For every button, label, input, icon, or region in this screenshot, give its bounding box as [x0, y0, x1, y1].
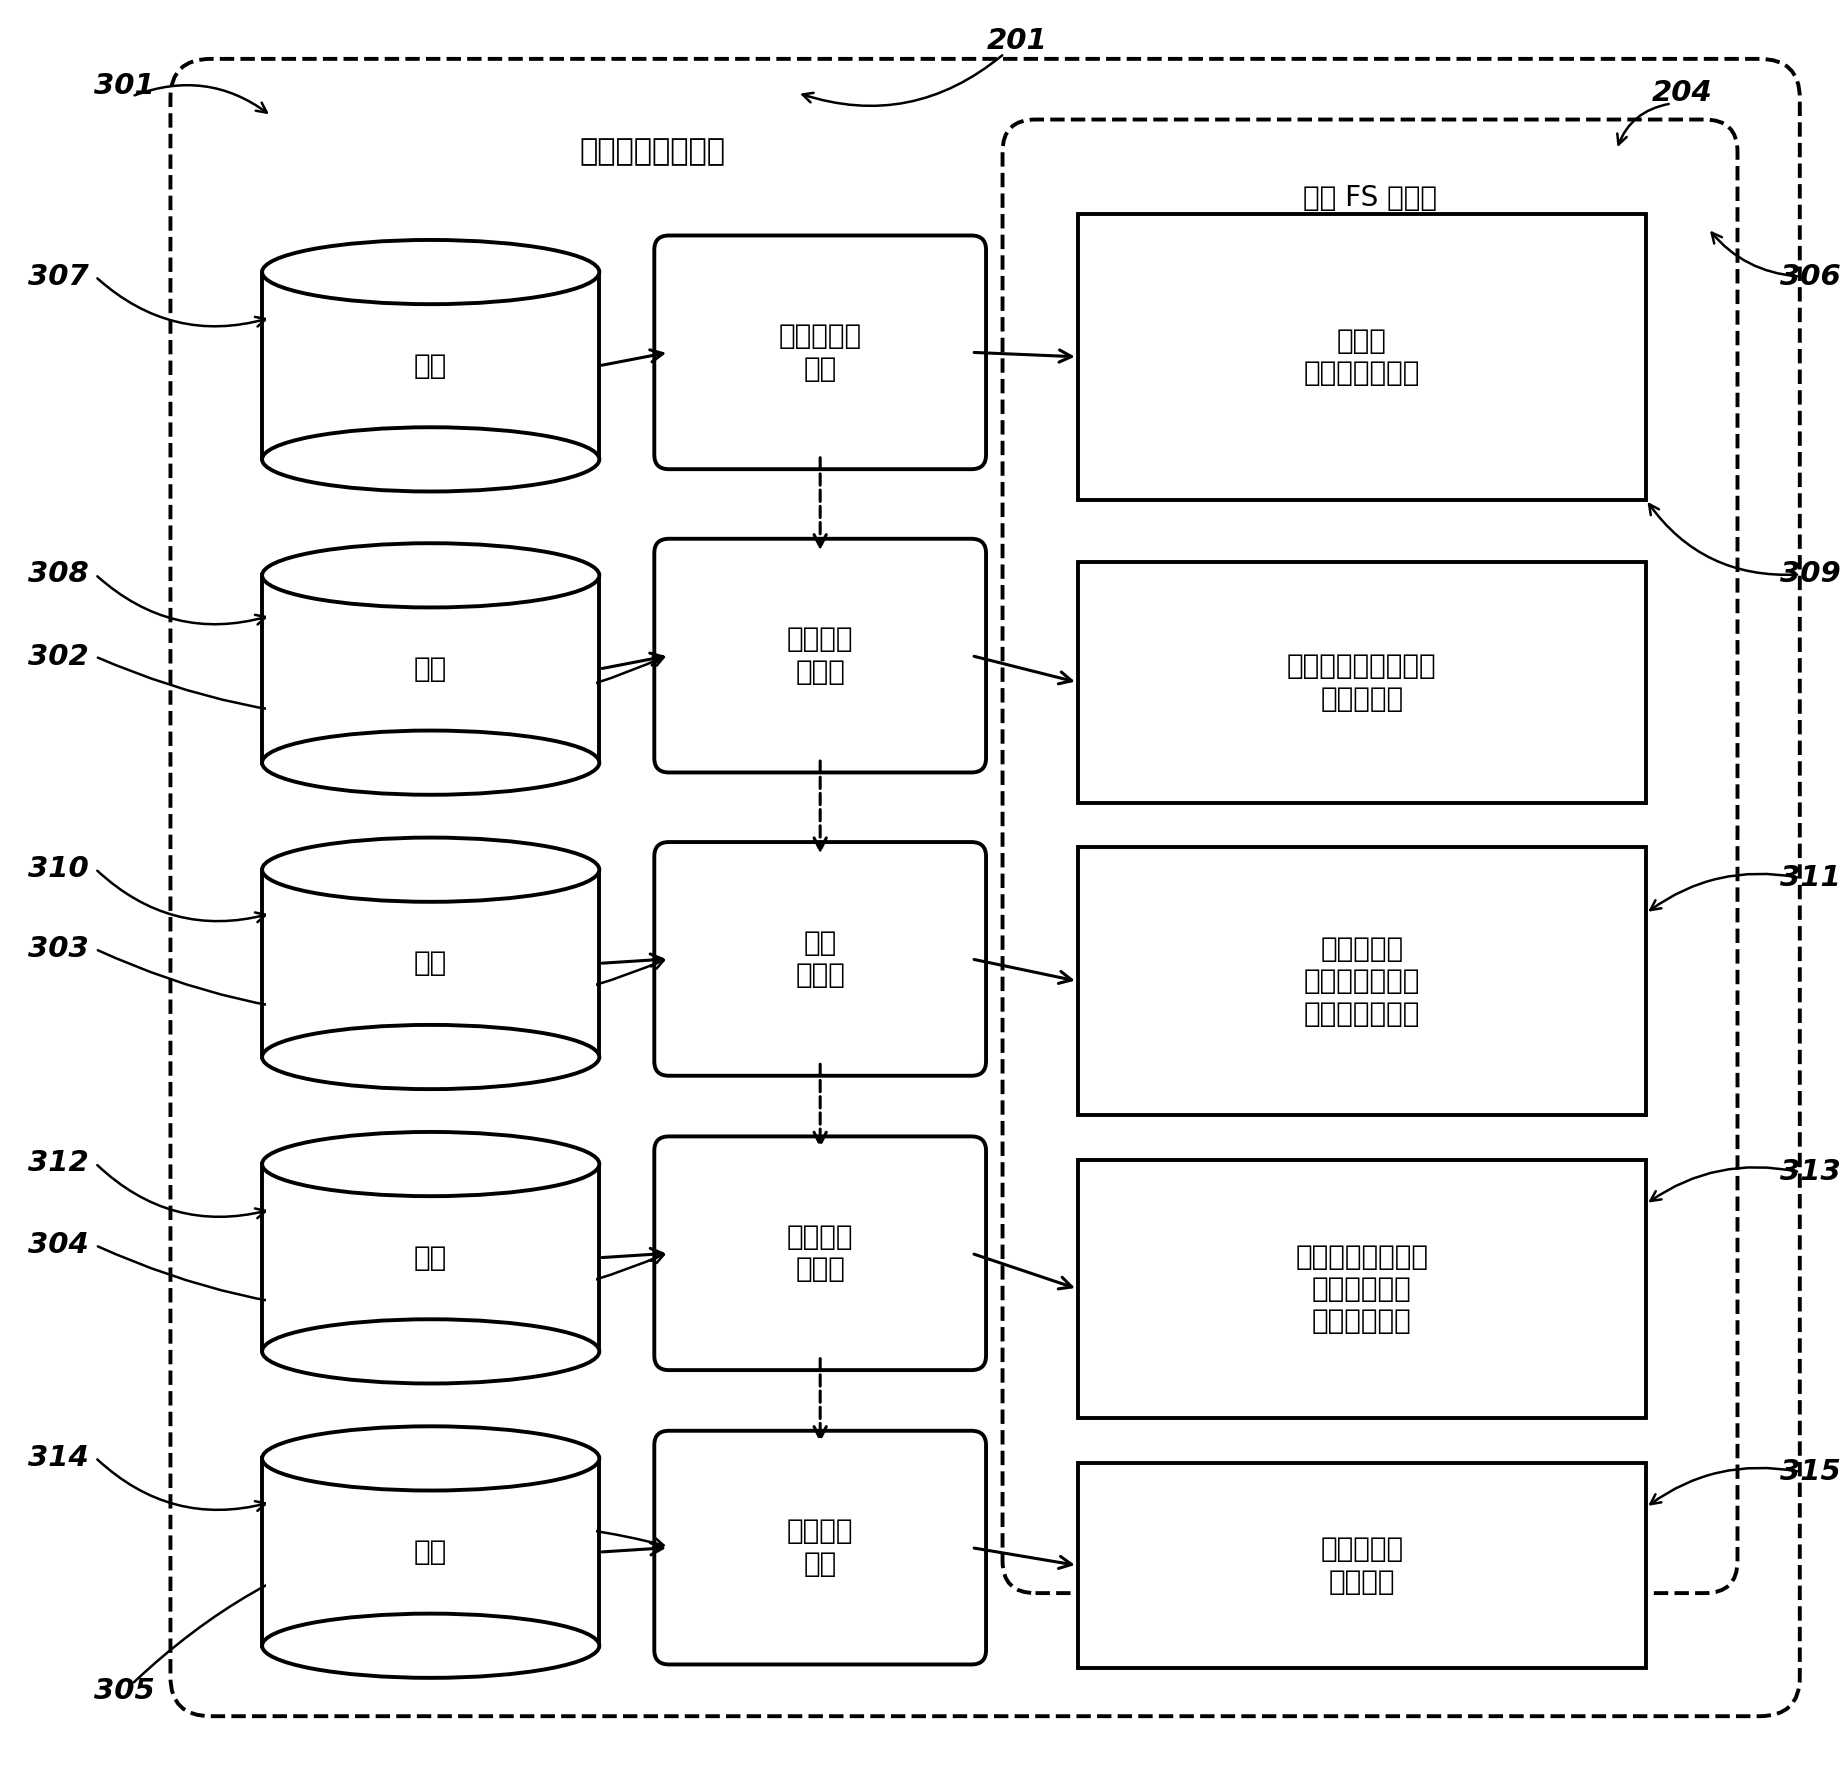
Text: 307: 307: [28, 262, 89, 291]
Text: 利用功能和
内部关联进行了
标记的文本项目: 利用功能和 内部关联进行了 标记的文本项目: [1303, 935, 1420, 1028]
Text: 结构
解析器: 结构 解析器: [796, 929, 845, 988]
Text: 301: 301: [94, 71, 155, 100]
Polygon shape: [266, 871, 596, 1056]
Text: 文本规格化
模块: 文本规格化 模块: [779, 323, 862, 382]
Text: 303: 303: [28, 935, 89, 963]
Text: 次级语义
解析器: 次级语义 解析器: [786, 1224, 853, 1283]
Polygon shape: [262, 1459, 600, 1645]
Ellipse shape: [262, 1613, 600, 1677]
Ellipse shape: [262, 1133, 600, 1197]
Bar: [1078, 562, 1647, 803]
Text: 204: 204: [1652, 78, 1713, 107]
Text: 规则: 规则: [414, 351, 447, 380]
FancyBboxPatch shape: [653, 539, 986, 772]
Text: 纯文本
和经扩展的文本: 纯文本 和经扩展的文本: [1303, 326, 1420, 387]
FancyBboxPatch shape: [653, 1136, 986, 1370]
Text: 313: 313: [1780, 1158, 1840, 1186]
Polygon shape: [266, 1459, 596, 1645]
Text: 311: 311: [1780, 863, 1840, 892]
Ellipse shape: [262, 542, 600, 607]
Text: 312: 312: [28, 1149, 89, 1177]
Bar: [1078, 214, 1647, 500]
FancyBboxPatch shape: [170, 59, 1800, 1716]
FancyBboxPatch shape: [653, 1431, 986, 1664]
FancyBboxPatch shape: [653, 235, 986, 469]
Bar: [1078, 1160, 1647, 1418]
Polygon shape: [262, 869, 600, 1056]
Text: 来自 FS 的本体: 来自 FS 的本体: [1303, 184, 1436, 212]
Ellipse shape: [262, 838, 600, 901]
Text: 利用含义进行了标记
的文本项目: 利用含义进行了标记 的文本项目: [1287, 653, 1436, 712]
Ellipse shape: [262, 1427, 600, 1491]
Text: 初级语义
解析器: 初级语义 解析器: [786, 626, 853, 685]
Text: 315: 315: [1780, 1458, 1840, 1486]
Text: 扩展的直指引用、
求解的同义词
和可变性校平: 扩展的直指引用、 求解的同义词 和可变性校平: [1296, 1242, 1429, 1336]
Text: 自然语言处理模块: 自然语言处理模块: [580, 137, 725, 166]
Text: 词典: 词典: [414, 655, 447, 683]
Text: 规则: 规则: [414, 1243, 447, 1272]
Text: 主题聚类
模块: 主题聚类 模块: [786, 1518, 853, 1577]
FancyBboxPatch shape: [1002, 120, 1737, 1593]
Polygon shape: [266, 1167, 596, 1349]
FancyBboxPatch shape: [653, 842, 986, 1076]
Text: 201: 201: [988, 27, 1047, 55]
Ellipse shape: [262, 426, 600, 491]
Text: 304: 304: [28, 1231, 89, 1260]
Ellipse shape: [262, 239, 600, 305]
Polygon shape: [262, 574, 600, 764]
Ellipse shape: [262, 1024, 600, 1088]
Polygon shape: [262, 271, 600, 458]
Text: 305: 305: [94, 1677, 155, 1706]
Text: 进行了主题
标记的项: 进行了主题 标记的项: [1320, 1536, 1403, 1595]
Bar: [1078, 847, 1647, 1115]
Polygon shape: [266, 275, 596, 458]
Text: 314: 314: [28, 1443, 89, 1472]
Text: 302: 302: [28, 642, 89, 671]
Ellipse shape: [262, 731, 600, 796]
Text: 规则: 规则: [414, 1538, 447, 1566]
Polygon shape: [262, 1165, 600, 1352]
Text: 306: 306: [1780, 262, 1840, 291]
Bar: [1078, 1463, 1647, 1668]
Ellipse shape: [262, 1320, 600, 1384]
Text: 308: 308: [28, 560, 89, 589]
Text: 语法: 语法: [414, 949, 447, 978]
Polygon shape: [266, 578, 596, 760]
Text: 309: 309: [1780, 560, 1840, 589]
Text: 310: 310: [28, 855, 89, 883]
